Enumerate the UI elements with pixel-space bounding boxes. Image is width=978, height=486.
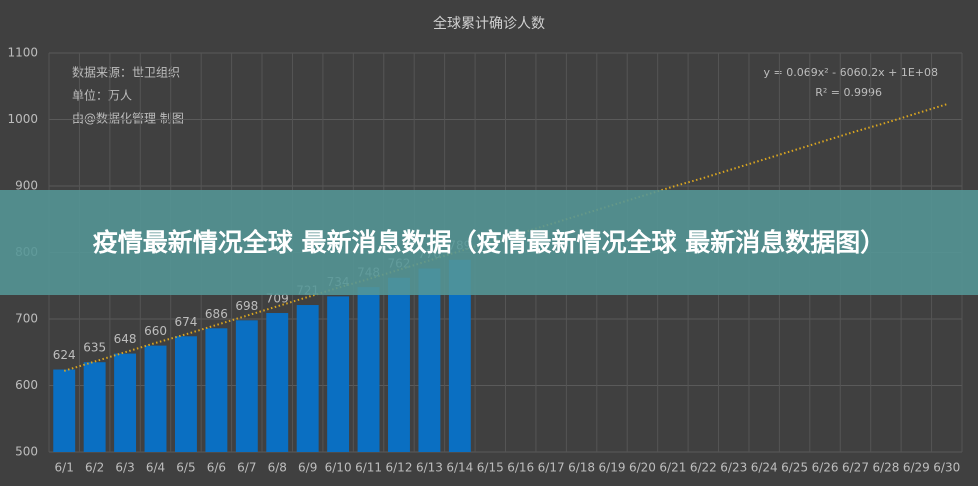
data-label: 674 bbox=[174, 315, 197, 329]
data-label: 648 bbox=[114, 332, 137, 346]
x-tick-label: 6/6 bbox=[207, 461, 226, 475]
x-tick-label: 6/12 bbox=[386, 461, 413, 475]
x-tick-label: 6/26 bbox=[812, 461, 839, 475]
x-tick-label: 6/13 bbox=[416, 461, 443, 475]
x-tick-label: 6/23 bbox=[720, 461, 747, 475]
y-tick-label: 600 bbox=[15, 378, 38, 392]
x-tick-label: 6/18 bbox=[568, 461, 595, 475]
x-tick-label: 6/16 bbox=[507, 461, 534, 475]
bar bbox=[327, 296, 350, 452]
overlay-banner: 疫情最新情况全球 最新消息数据（疫情最新情况全球 最新消息数据图） bbox=[0, 190, 978, 295]
x-tick-label: 6/11 bbox=[355, 461, 382, 475]
x-tick-label: 6/10 bbox=[325, 461, 352, 475]
x-tick-label: 6/14 bbox=[446, 461, 473, 475]
trendline-equation: y = 0.069x² - 6060.2x + 1E+08 bbox=[764, 66, 938, 79]
bar bbox=[418, 268, 441, 452]
annotation: 由@数据化管理 制图 bbox=[72, 111, 184, 126]
x-tick-label: 6/25 bbox=[781, 461, 808, 475]
x-tick-label: 6/28 bbox=[872, 461, 899, 475]
data-label: 686 bbox=[205, 307, 228, 321]
x-tick-label: 6/2 bbox=[85, 461, 104, 475]
bar bbox=[296, 305, 319, 452]
data-label: 660 bbox=[144, 324, 167, 338]
y-tick-label: 900 bbox=[15, 179, 38, 193]
chart-title: 全球累计确诊人数 bbox=[433, 15, 545, 32]
trendline-r2: R² = 0.9996 bbox=[815, 86, 882, 99]
bar bbox=[83, 362, 106, 452]
x-tick-label: 6/3 bbox=[115, 461, 134, 475]
x-tick-label: 6/29 bbox=[903, 461, 930, 475]
x-tick-label: 6/15 bbox=[477, 461, 504, 475]
data-label: 635 bbox=[83, 341, 106, 355]
data-label: 698 bbox=[235, 299, 258, 313]
x-tick-label: 6/4 bbox=[146, 461, 165, 475]
x-tick-label: 6/30 bbox=[933, 461, 960, 475]
bar bbox=[388, 277, 410, 452]
x-tick-label: 6/5 bbox=[176, 461, 195, 475]
x-tick-label: 6/7 bbox=[237, 461, 256, 475]
y-tick-label: 1100 bbox=[7, 46, 38, 60]
x-tick-label: 6/8 bbox=[268, 461, 287, 475]
overlay-text: 疫情最新情况全球 最新消息数据（疫情最新情况全球 最新消息数据图） bbox=[92, 227, 886, 257]
y-tick-label: 1000 bbox=[7, 112, 38, 126]
x-tick-label: 6/21 bbox=[659, 461, 686, 475]
x-tick-label: 6/17 bbox=[538, 461, 565, 475]
bar bbox=[174, 336, 197, 452]
bar bbox=[144, 345, 167, 452]
bar bbox=[53, 369, 76, 452]
bar bbox=[448, 259, 471, 452]
bar bbox=[357, 287, 380, 452]
bar bbox=[235, 320, 258, 452]
y-tick-label: 700 bbox=[15, 312, 38, 326]
data-label: 709 bbox=[266, 292, 289, 306]
data-label: 624 bbox=[53, 348, 76, 362]
x-tick-label: 6/1 bbox=[55, 461, 74, 475]
x-tick-label: 6/20 bbox=[629, 461, 656, 475]
x-tick-label: 6/24 bbox=[751, 461, 778, 475]
bar bbox=[205, 328, 228, 452]
bar bbox=[266, 313, 289, 452]
y-tick-label: 500 bbox=[15, 445, 38, 459]
x-tick-label: 6/27 bbox=[842, 461, 869, 475]
annotation: 单位：万人 bbox=[72, 88, 132, 103]
x-tick-label: 6/9 bbox=[298, 461, 317, 475]
x-tick-label: 6/22 bbox=[690, 461, 717, 475]
annotation: 数据来源：世卫组织 bbox=[72, 65, 180, 80]
bar bbox=[114, 353, 137, 452]
x-tick-label: 6/19 bbox=[599, 461, 626, 475]
